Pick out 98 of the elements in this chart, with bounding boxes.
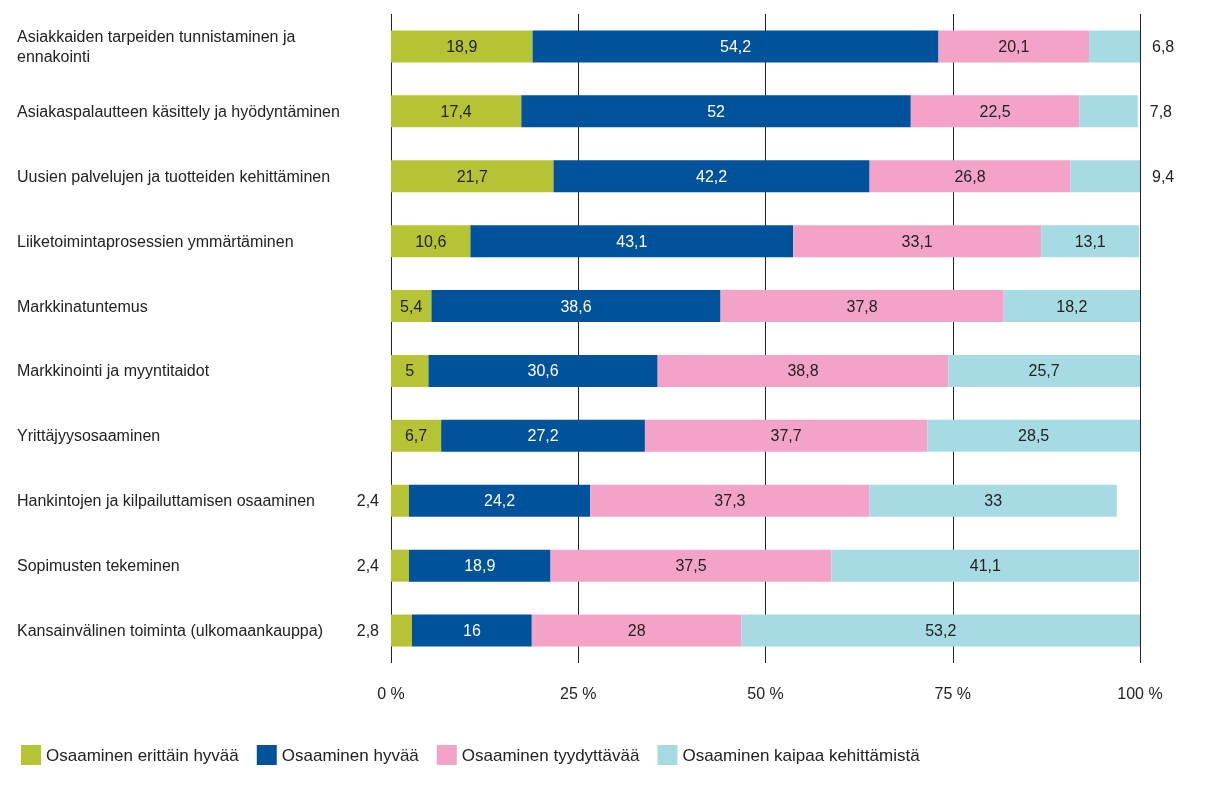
data-label: 6,7 (404, 427, 428, 445)
bar (532, 30, 939, 63)
data-label: 25,7 (1028, 362, 1060, 380)
data-label: 16 (462, 622, 481, 640)
data-label: 7,8 (1149, 102, 1173, 120)
bar (590, 484, 870, 517)
y-tick-label: Asiakkaiden tarpeiden tunnistaminen ja ennakointi (17, 27, 300, 65)
bar (531, 614, 742, 647)
y-tick-label: Asiakaspalautteen käsittely ja hyödyntäminen (17, 102, 340, 120)
data-label: 2,4 (356, 557, 380, 575)
data-label: 37,5 (675, 557, 707, 575)
data-label: 5 (405, 362, 415, 380)
x-tick-label: 100 % (1117, 684, 1163, 702)
x-tick-label: 50 % (747, 684, 784, 702)
bar (391, 30, 533, 63)
data-label: 37,3 (714, 492, 746, 510)
bar (391, 549, 409, 582)
x-tick-label: 75 % (934, 684, 971, 702)
bar (869, 484, 1117, 517)
y-tick-label: Hankintojen ja kilpailuttamisen osaaminen (17, 492, 315, 510)
y-tick-label: Sopimusten tekeminen (17, 557, 180, 575)
bar (831, 549, 1140, 582)
bar (869, 160, 1071, 193)
data-label: 33 (984, 492, 1003, 510)
bar (408, 484, 591, 517)
bar (391, 354, 429, 387)
data-label: 37,7 (770, 427, 802, 445)
data-label: 53,2 (925, 622, 957, 640)
y-tick-label: Liiketoimintaprosessien ymmärtäminen (17, 232, 294, 250)
y-tick-label: Yrittäjyysosaaminen (17, 427, 161, 445)
data-label: 2,8 (356, 622, 380, 640)
data-label: 41,1 (969, 557, 1001, 575)
data-label: 20,1 (998, 37, 1030, 55)
data-label: 5,4 (400, 297, 423, 315)
bar (431, 290, 721, 323)
bar (391, 614, 412, 647)
bar (1003, 290, 1140, 323)
data-label: 10,6 (415, 232, 447, 250)
data-label: 18,9 (464, 557, 496, 575)
bar (391, 419, 442, 452)
legend-label: Osaaminen hyvää (281, 745, 420, 765)
data-label: 38,8 (787, 362, 819, 380)
data-label: 52 (707, 102, 726, 120)
bar (411, 614, 532, 647)
data-label: 6,8 (1152, 37, 1175, 55)
bar (391, 95, 522, 128)
bar (948, 354, 1140, 387)
data-label: 38,6 (560, 297, 592, 315)
data-label: 22,5 (979, 102, 1011, 120)
data-label: 18,2 (1056, 297, 1088, 315)
bar (1070, 160, 1140, 193)
data-label: 33,1 (901, 232, 933, 250)
data-label: 28,5 (1018, 427, 1050, 445)
bar (1041, 225, 1140, 258)
data-label: 21,7 (456, 167, 488, 185)
bar (793, 225, 1042, 258)
bar (927, 419, 1140, 452)
bar (553, 160, 870, 193)
y-tick-label: Kansainvälinen toiminta (ulkomaankauppa) (17, 622, 323, 640)
data-label: 42,2 (696, 167, 728, 185)
bar (441, 419, 645, 452)
data-label: 24,2 (484, 492, 516, 510)
bar (1079, 95, 1138, 128)
data-label: 9,4 (1152, 167, 1175, 185)
legend-label: Osaaminen erittäin hyvää (46, 745, 240, 765)
bar (644, 419, 928, 452)
bar (391, 225, 471, 258)
data-label: 2,4 (356, 492, 380, 510)
data-label: 26,8 (954, 167, 986, 185)
bar (408, 549, 551, 582)
data-label: 18,9 (446, 37, 478, 55)
bar (470, 225, 794, 258)
y-tick-label: Uusien palvelujen ja tuotteiden kehittäminen (17, 167, 331, 185)
y-tick-label: Markkinointi ja myyntitaidot (17, 362, 210, 380)
data-label: 28 (627, 622, 646, 640)
data-label: 27,2 (527, 427, 559, 445)
bar (550, 549, 832, 582)
x-tick-label: 25 % (560, 684, 597, 702)
legend-label: Osaaminen kaipaa kehittämistä (682, 745, 921, 765)
bar (720, 290, 1004, 323)
bar (910, 95, 1080, 128)
y-tick-label: Markkinatuntemus (17, 297, 148, 315)
bar (391, 484, 409, 517)
data-label: 54,2 (719, 37, 752, 55)
bar (657, 354, 949, 387)
bar (1089, 30, 1140, 63)
bar (391, 160, 554, 193)
data-label: 37,8 (846, 297, 878, 315)
data-label: 17,4 (440, 102, 472, 120)
x-tick-label: 0 % (377, 684, 405, 702)
data-label: 13,1 (1074, 232, 1106, 250)
data-label: 30,6 (527, 362, 559, 380)
bar (741, 614, 1140, 647)
legend-label: Osaaminen tyydyttävää (461, 745, 640, 765)
bar (428, 354, 658, 387)
bar (521, 95, 911, 128)
data-label: 43,1 (616, 232, 648, 250)
bar (938, 30, 1090, 63)
